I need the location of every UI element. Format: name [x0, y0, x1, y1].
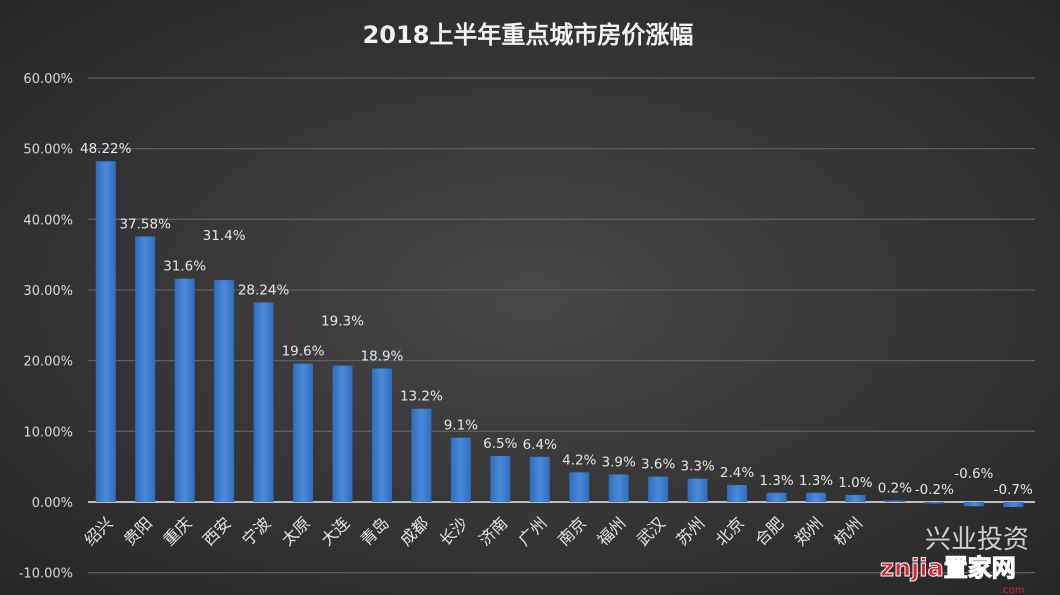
bar: [766, 492, 787, 502]
bar: [332, 365, 353, 502]
data-label: 13.2%: [400, 389, 443, 405]
data-label: 6.5%: [483, 436, 517, 452]
data-label: 1.3%: [759, 473, 793, 489]
x-tick-label: 青岛: [357, 513, 393, 549]
bar: [490, 456, 511, 502]
data-label: 2.4%: [720, 465, 754, 481]
watermark-overlay-text: 兴业投资: [925, 525, 1029, 555]
watermark-logo: 兴业投资 znjia置家网 .com: [880, 525, 1030, 595]
data-label: 4.2%: [562, 452, 596, 468]
bar: [174, 278, 195, 502]
x-tick-label: 福州: [593, 513, 629, 549]
x-tick-label: 郑州: [791, 513, 827, 549]
bar: [411, 408, 432, 502]
chart-title: 2018上半年重点城市房价涨幅: [363, 21, 694, 49]
data-label: 31.4%: [203, 228, 246, 244]
bar: [845, 494, 866, 502]
x-tick-label: 济南: [475, 513, 511, 549]
x-tick-label: 杭州: [830, 513, 866, 549]
bar: [687, 478, 708, 502]
y-tick-label: 60.00%: [23, 72, 73, 87]
x-tick-label: 重庆: [159, 513, 195, 549]
data-label: -0.6%: [954, 466, 993, 482]
y-tick-label: -10.00%: [19, 567, 73, 582]
bar: [95, 161, 116, 503]
x-tick-label: 宁波: [238, 513, 274, 549]
y-tick-label: 40.00%: [23, 213, 73, 228]
x-tick-label: 武汉: [633, 513, 669, 549]
y-tick-label: 50.00%: [23, 143, 73, 158]
data-label: 3.6%: [641, 457, 675, 473]
data-label: 28.24%: [238, 282, 290, 298]
x-tick-label: 南京: [554, 513, 590, 549]
data-label: 0.2%: [878, 481, 912, 497]
x-tick-label: 贵阳: [120, 513, 156, 549]
y-tick-label: 10.00%: [23, 425, 73, 440]
x-tick-label: 长沙: [436, 513, 472, 549]
data-label: 18.9%: [360, 348, 403, 364]
data-label: 48.22%: [80, 141, 132, 157]
watermark-text: znjia置家网: [880, 554, 1016, 582]
data-label: 1.3%: [799, 473, 833, 489]
bar: [529, 456, 550, 502]
x-tick-label: 大连: [317, 513, 353, 549]
x-tick-label: 太原: [278, 513, 314, 549]
watermark-sub: .com: [1000, 585, 1025, 595]
x-tick-label: 合肥: [751, 513, 787, 549]
data-label: 31.6%: [163, 259, 206, 275]
data-label: 6.4%: [523, 437, 557, 453]
data-label: 9.1%: [444, 418, 478, 434]
bar: [450, 437, 471, 502]
x-tick-label: 苏州: [672, 513, 708, 549]
data-label: 19.6%: [282, 343, 325, 359]
x-tick-label: 绍兴: [80, 513, 116, 549]
bar: [924, 502, 945, 504]
data-label: 37.58%: [119, 216, 171, 232]
bar: [214, 280, 235, 502]
y-tick-label: 30.00%: [23, 284, 73, 299]
x-tick-label: 广州: [515, 513, 551, 549]
x-tick-label: 北京: [712, 513, 748, 549]
bar: [963, 502, 984, 507]
bar: [293, 363, 314, 502]
data-label: 3.3%: [680, 459, 714, 475]
bar: [884, 500, 905, 502]
y-tick-label: 20.00%: [23, 355, 73, 370]
bar: [135, 236, 156, 503]
data-label: 19.3%: [321, 314, 364, 330]
y-tick-label: 0.00%: [32, 496, 73, 511]
bar: [371, 368, 392, 502]
bar: [727, 485, 748, 502]
data-label: -0.2%: [915, 482, 954, 498]
bar: [608, 474, 629, 502]
bar: [569, 472, 590, 502]
data-label: -0.7%: [994, 482, 1033, 498]
bar: [253, 302, 274, 502]
x-tick-label: 西安: [199, 513, 235, 549]
bar: [805, 492, 826, 502]
bar: [1003, 502, 1024, 507]
data-label: 3.9%: [602, 454, 636, 470]
x-tick-label: 成都: [396, 513, 432, 549]
bar: [648, 476, 669, 502]
data-label: 1.0%: [838, 475, 872, 491]
